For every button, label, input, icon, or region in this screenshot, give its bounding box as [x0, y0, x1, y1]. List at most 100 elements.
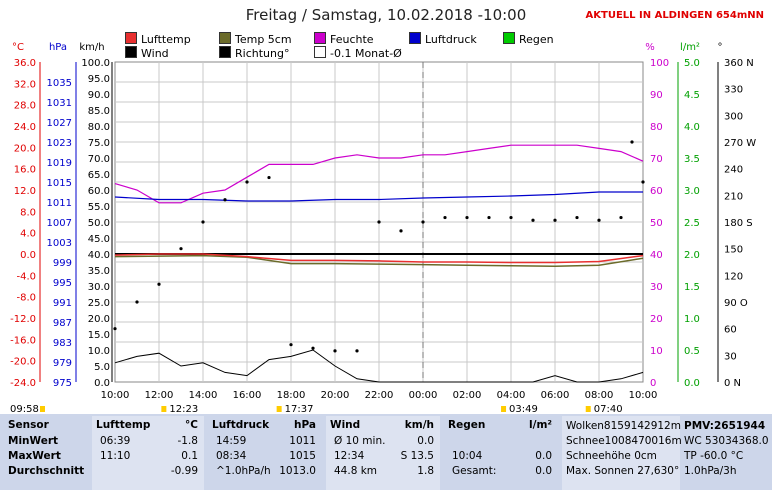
series-lufttemp [114, 253, 644, 264]
tick-label-dir: 360 N [724, 58, 754, 69]
tick-label-hum: 50 [650, 218, 663, 229]
footer-label: Durchschnitt [8, 465, 85, 477]
tick-label-press: 1023 [47, 138, 72, 149]
tick-label-wind: 65.0 [88, 170, 110, 181]
tick-label-x: 10:00 [101, 390, 130, 401]
footer-header-luftdruck: Luftdruck [212, 419, 270, 431]
legend-lufttemp: Lufttemp [125, 32, 191, 46]
footer-extra-col: Wolken8159142912m Schnee1008470016m Schn… [562, 416, 682, 490]
tick-label-hum: 40 [650, 250, 663, 261]
tick-label-wind: 40.0 [88, 250, 110, 261]
footer-value: 08:34 [216, 450, 247, 462]
tick-label-press: 1027 [47, 118, 72, 129]
tick-label-wind: 25.0 [88, 298, 110, 309]
tick-label-dir: 30 [724, 351, 737, 362]
tick-label-x: 22:00 [365, 390, 394, 401]
footer-value: Schnee1008470016m [566, 435, 682, 447]
richtung-point [135, 300, 139, 304]
tick-label-dir: 180 S [724, 218, 753, 229]
marker-time: 03:49 [509, 404, 538, 414]
footer-luftdruck-col: Luftdruck hPa 14:59 1011 08:34 1015 ^1.0hPa… [208, 416, 322, 479]
richtung-point [355, 349, 359, 353]
footer-value: 0.1 [181, 450, 198, 462]
richtung-point [553, 218, 557, 222]
tick-label-temp: 8.0 [20, 207, 36, 218]
footer-header-unit: hPa [294, 419, 316, 431]
richtung-point [377, 220, 381, 224]
tick-label-press: 991 [53, 298, 72, 309]
tick-label-rain: 3.0 [684, 186, 700, 197]
tick-label-hum: 70 [650, 154, 663, 165]
tick-label-hum: 100 [650, 58, 669, 69]
tick-label-temp: -24.0 [10, 378, 36, 389]
footer-value: WC 53034368.0 [684, 435, 769, 447]
footer-value: -1.8 [177, 435, 199, 447]
footer-value: TP -60.0 °C [684, 450, 744, 462]
footer-value: 12:34 [334, 450, 365, 462]
station-label: AKTUELL IN ALDINGEN 654mNN [585, 10, 764, 21]
footer-value: 0.0 [535, 450, 552, 462]
tick-label-rain: 4.0 [684, 122, 700, 133]
tick-label-wind: 35.0 [88, 266, 110, 277]
richtung-point [421, 220, 425, 224]
footer-regen-col: Regen l/m² 10:04 0.0 Gesamt: 0.0 [444, 416, 558, 479]
richtung-point [641, 180, 645, 184]
tick-label-dir: 270 W [724, 138, 756, 149]
footer-header-regen: Regen [448, 419, 486, 431]
tick-label-hum: 30 [650, 282, 663, 293]
series-temp5cm [114, 254, 644, 268]
chart-title: Freitag / Samstag, 10.02.2018 -10:00 [245, 6, 527, 24]
tick-label-rain: 4.5 [684, 90, 700, 101]
footer-value: 44.8 km [334, 465, 378, 477]
tick-label-wind: 75.0 [88, 138, 110, 149]
tick-label-wind: 30.0 [88, 282, 110, 293]
footer-value: ^1.0hPa/h [216, 465, 271, 477]
tick-label-rain: 2.0 [684, 250, 700, 261]
axis-unit-rain: l/m² [680, 42, 700, 53]
legend-luftdruck: Luftdruck [409, 32, 477, 47]
tick-label-press: 1031 [47, 98, 72, 109]
series-wind [114, 349, 644, 383]
tick-label-x: 08:00 [585, 390, 614, 401]
tick-label-hum: 0 [650, 378, 656, 389]
sun-marker [40, 406, 45, 412]
tick-label-hum: 90 [650, 90, 663, 101]
richtung-point [179, 247, 183, 251]
footer-value: PMV:2651944 [684, 420, 766, 432]
tick-label-wind: 50.0 [88, 218, 110, 229]
footer-value: 1013.0 [279, 465, 316, 477]
footer-label: MaxWert [8, 450, 61, 462]
sun-marker [161, 406, 167, 412]
marker-time: 12:23 [169, 404, 198, 414]
tick-label-x: 10:00 [629, 390, 658, 401]
tick-label-wind: 0.0 [94, 378, 110, 389]
tick-label-wind: 95.0 [88, 74, 110, 85]
tick-label-temp: 12.0 [14, 186, 36, 197]
tick-label-hum: 20 [650, 314, 663, 325]
tick-label-dir: 90 O [724, 298, 748, 309]
footer-pmv-col: PMV:2651944 WC 53034368.0 TP -60.0 °C 1.… [684, 416, 770, 479]
tick-label-temp: 4.0 [20, 229, 36, 240]
tick-label-x: 12:00 [145, 390, 174, 401]
tick-label-rain: 5.0 [684, 58, 700, 69]
richtung-point [267, 175, 271, 180]
tick-label-x: 20:00 [321, 390, 350, 401]
tick-label-temp: 0.0 [20, 250, 36, 261]
tick-label-hum: 60 [650, 186, 663, 197]
legend: Lufttemp [125, 32, 191, 47]
richtung-point [113, 327, 117, 331]
richtung-point [289, 343, 293, 347]
footer-value: 14:59 [216, 435, 247, 447]
sun-marker [501, 406, 507, 412]
legend-feuchte: Feuchte [314, 32, 374, 47]
tick-label-press: 1011 [47, 198, 72, 209]
tick-label-dir: 240 [724, 165, 743, 176]
tick-label-temp: -8.0 [16, 293, 36, 304]
tick-label-wind: 90.0 [88, 90, 110, 101]
legend-monat-avg: -0.1 Monat-Ø [314, 46, 402, 61]
footer-sensor-col: Sensor MinWert MaxWert Durchschnitt [8, 416, 88, 479]
tick-label-x: 06:00 [541, 390, 570, 401]
tick-label-x: 02:00 [453, 390, 482, 401]
footer-value: Wolken8159142912m [566, 420, 681, 432]
richtung-point [245, 180, 249, 184]
